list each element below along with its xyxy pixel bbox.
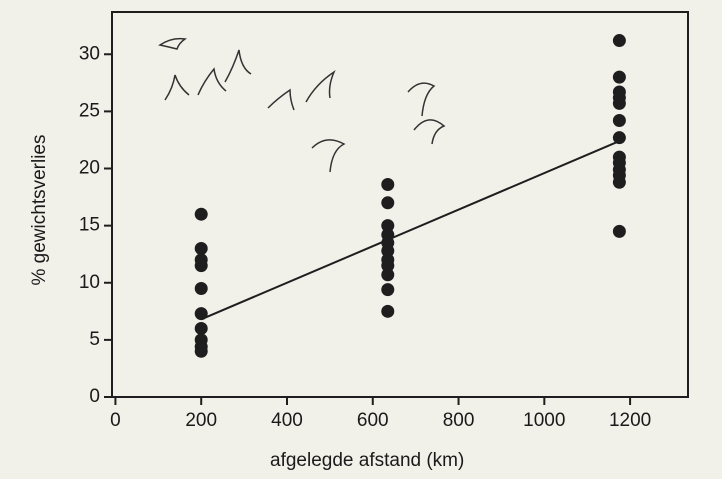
- y-axis-label: % gewichtsverlies: [29, 135, 50, 286]
- data-point: [612, 34, 626, 48]
- data-point: [612, 114, 626, 128]
- data-point: [381, 268, 395, 282]
- x-tick-label: 1000: [523, 410, 565, 431]
- x-tick-label: 400: [271, 410, 303, 431]
- y-tick-label: 20: [79, 158, 100, 179]
- data-point: [194, 307, 208, 321]
- data-point: [194, 241, 208, 255]
- plot-frame: [111, 11, 689, 398]
- y-tick-label: 30: [79, 43, 100, 64]
- data-point: [381, 178, 395, 192]
- x-tick-label: 600: [357, 410, 389, 431]
- x-tick-label: 800: [443, 410, 475, 431]
- data-point: [612, 96, 626, 110]
- data-point: [194, 321, 208, 335]
- data-point: [381, 283, 395, 297]
- y-tick-label: 15: [79, 215, 100, 236]
- y-tick-label: 5: [89, 329, 100, 350]
- data-point: [381, 259, 395, 273]
- data-point: [194, 207, 208, 221]
- data-point: [612, 70, 626, 84]
- data-point: [612, 224, 626, 238]
- data-point: [612, 131, 626, 145]
- data-point: [381, 244, 395, 258]
- data-point: [194, 281, 208, 295]
- data-point: [381, 304, 395, 318]
- data-point: [381, 219, 395, 233]
- data-point: [612, 175, 626, 189]
- bird-drawings: [158, 37, 446, 173]
- x-tick-label: 0: [110, 410, 121, 431]
- y-tick-label: 0: [89, 386, 100, 407]
- x-tick-label: 1200: [609, 410, 651, 431]
- x-axis-label: afgelegde afstand (km): [270, 450, 464, 471]
- data-point: [194, 344, 208, 358]
- data-point: [381, 196, 395, 210]
- y-tick-label: 25: [79, 100, 100, 121]
- x-tick-label: 200: [185, 410, 217, 431]
- y-tick-label: 10: [79, 272, 100, 293]
- trend-line: [200, 140, 620, 321]
- data-point: [194, 259, 208, 273]
